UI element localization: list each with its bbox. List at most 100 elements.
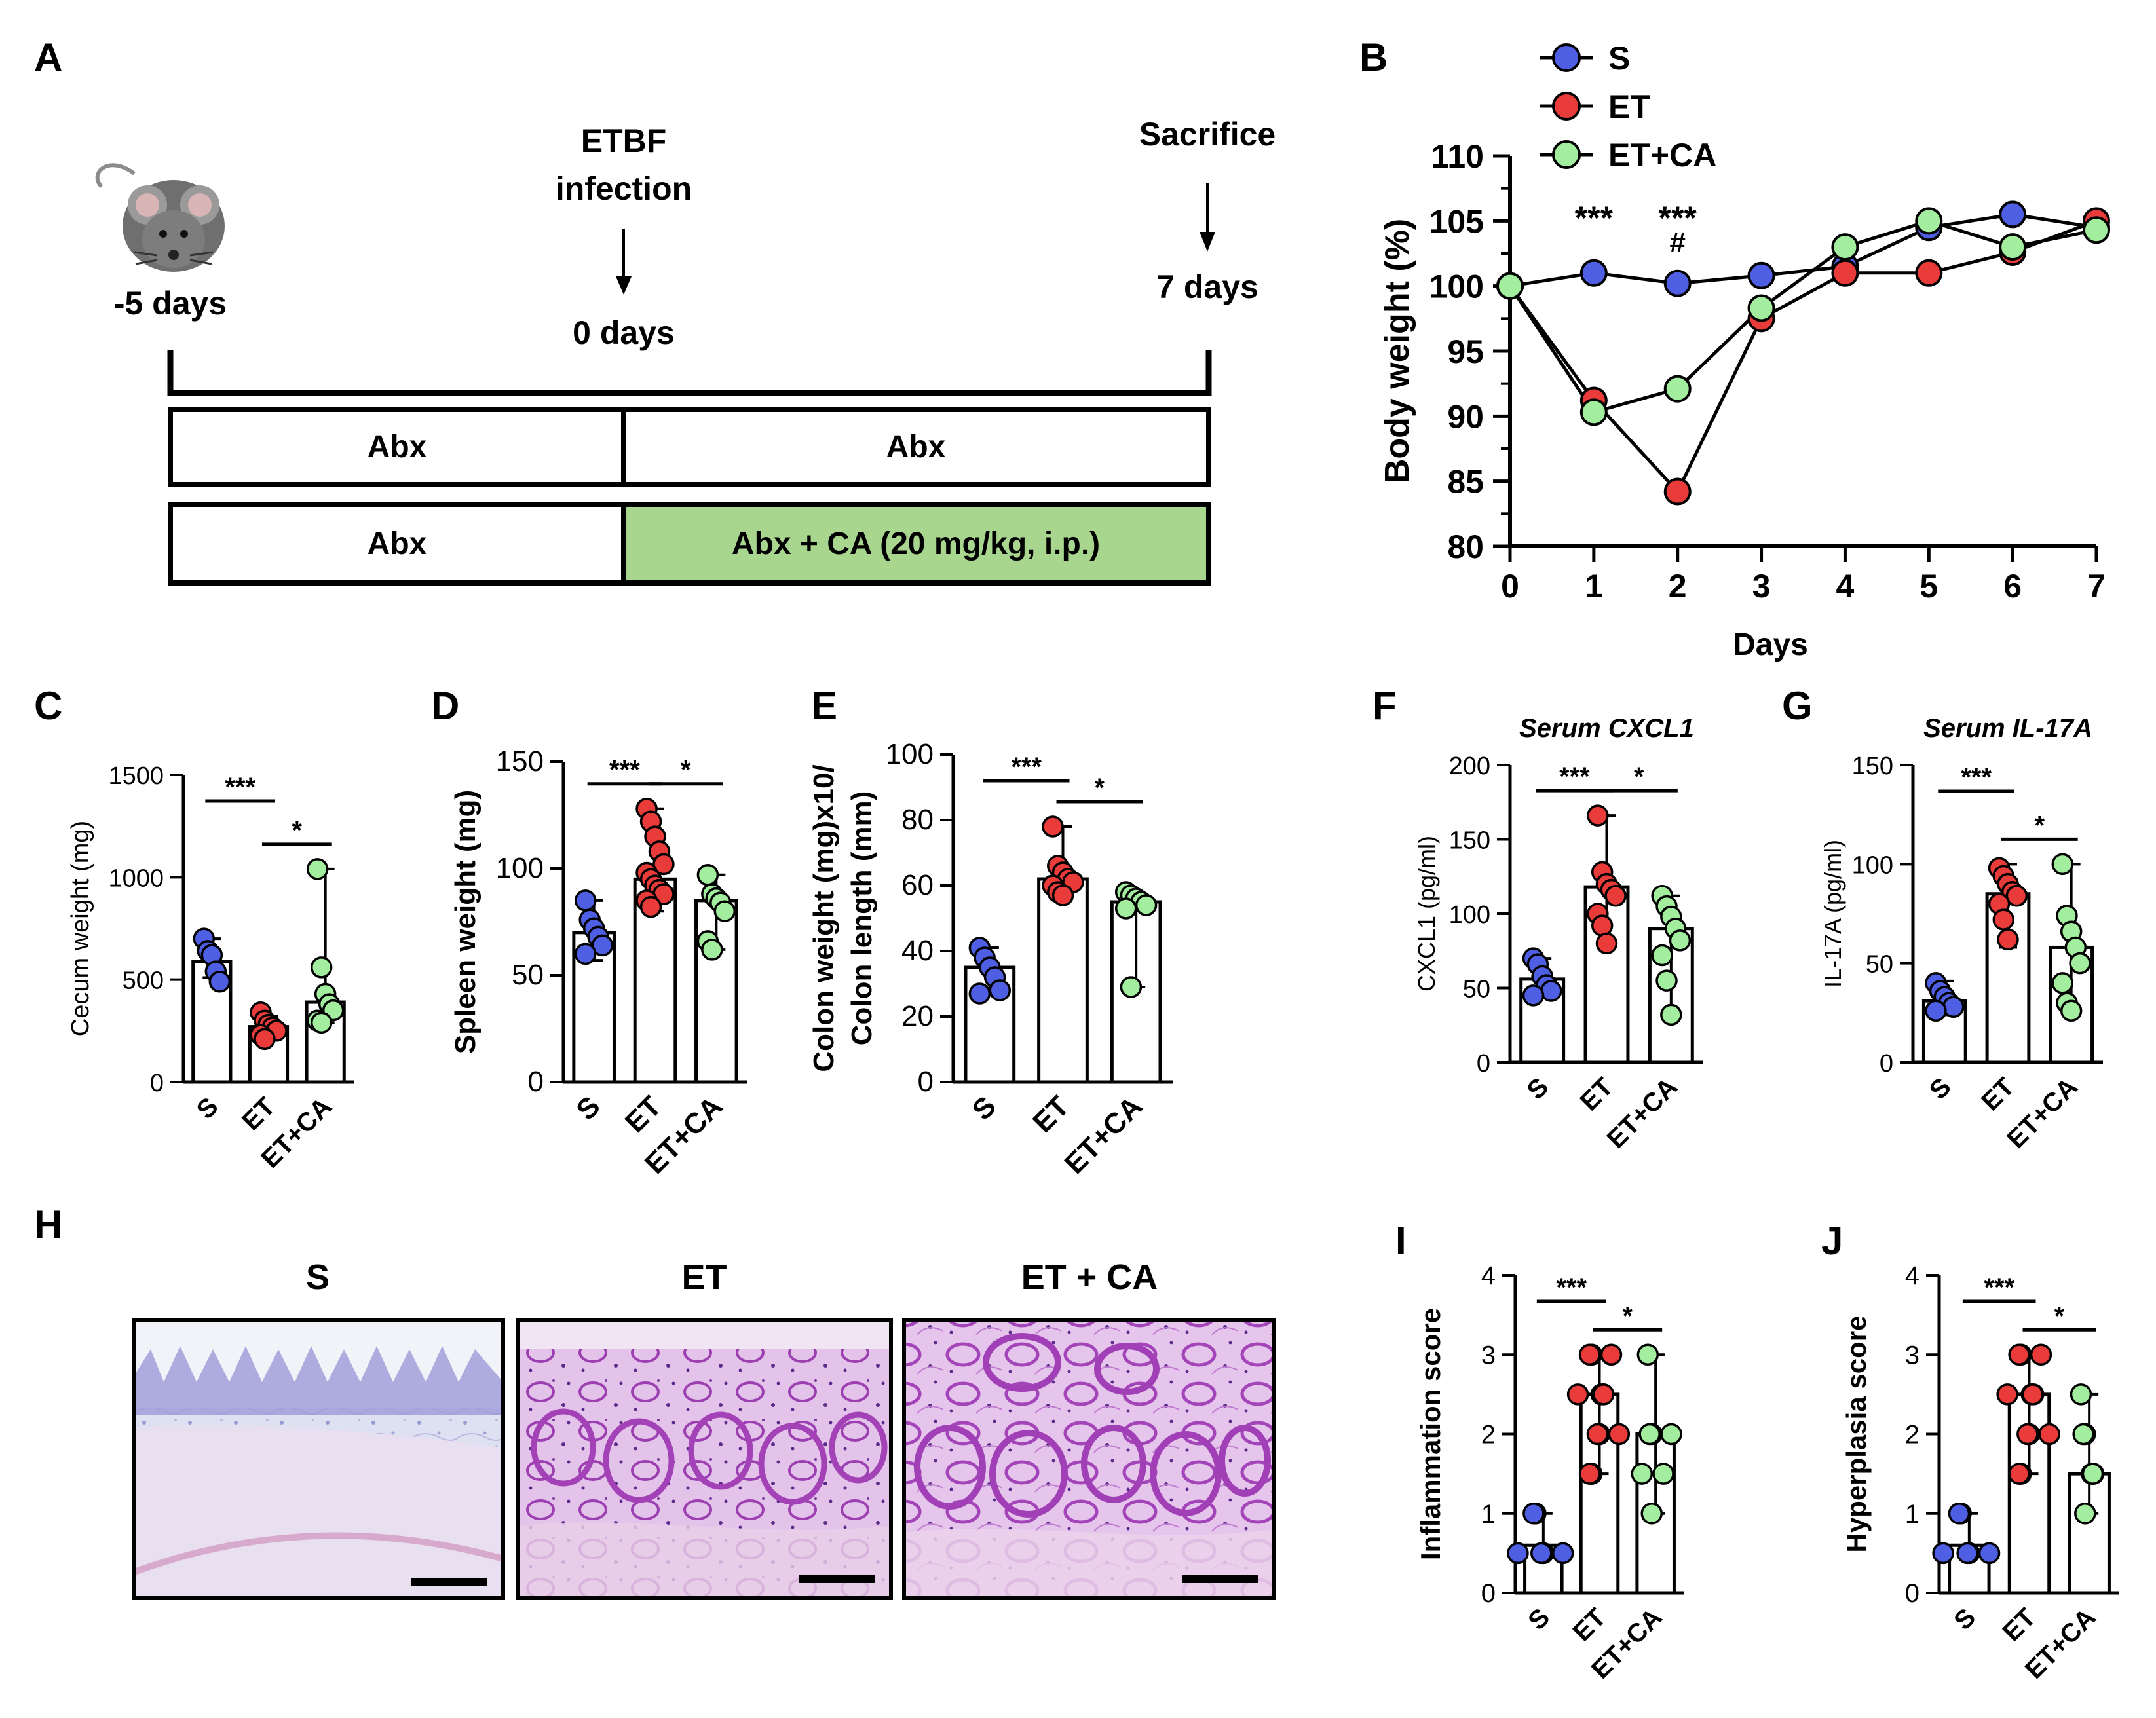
y-axis-title: Spleen weight (mg) (449, 790, 482, 1054)
data-point-s (208, 971, 231, 993)
significance-label: *** (225, 773, 255, 802)
data-point-et-ca (1747, 294, 1775, 322)
category-label: S (570, 1090, 606, 1126)
data-point-s (1999, 200, 2027, 229)
data-point-et (1042, 815, 1064, 838)
data-point-et-ca (1114, 897, 1137, 920)
panel-label-a: A (34, 35, 62, 79)
timeline-start-label: -5 days (114, 285, 227, 322)
data-point-s (1522, 1503, 1545, 1525)
legend-label: S (1608, 40, 1630, 77)
data-point-et-ca (1651, 944, 1673, 967)
x-tick-label: 1 (1585, 568, 1603, 605)
histology-etca-image (902, 1318, 1276, 1600)
legend-marker (1552, 92, 1581, 121)
data-point-et-ca (1660, 1423, 1682, 1446)
category-label: S (1522, 1603, 1555, 1635)
data-point-et (652, 853, 675, 876)
y-axis-title: Colon weight (mg)x10/ (808, 764, 840, 1072)
data-point-s (1956, 1542, 1978, 1565)
data-point-et (1566, 1383, 1589, 1406)
data-point-et-ca (2051, 853, 2074, 876)
y-tick-label: 80 (1447, 529, 1484, 565)
data-point-s (1663, 269, 1692, 297)
data-point-et-ca (2069, 952, 2091, 975)
data-point-et-ca (2074, 1503, 2096, 1525)
panel-h: S ET ET + CA (132, 1258, 1276, 1600)
bar-et (633, 877, 677, 1084)
y-tick-label: 100 (886, 738, 934, 770)
significance-label: *** (1984, 1273, 2014, 1302)
category-label: ET (1027, 1090, 1075, 1138)
data-point-et (254, 1028, 276, 1051)
chart-b-body-weight: 80 85 90 95 100 105 110 0 1 2 3 4 5 6 7 Days Body weight… (1378, 40, 2110, 662)
data-point-et-ca (1915, 207, 1943, 235)
y-tick-label: 4 (1481, 1261, 1496, 1290)
data-point-et-ca (2060, 999, 2083, 1022)
infection-day-label: 0 days (573, 314, 675, 351)
y-tick-label: 1500 (108, 762, 164, 790)
significance-label: *** (1011, 753, 1042, 781)
data-point-et (2022, 1383, 2044, 1406)
data-point-et-ca (696, 864, 719, 886)
data-point-s (1942, 996, 1965, 1018)
data-point-et-ca (1579, 398, 1608, 426)
category-label: S (1924, 1072, 1957, 1105)
category-label: S (1522, 1072, 1555, 1105)
y-tick-label: 0 (150, 1070, 164, 1097)
y-tick-label: 60 (901, 869, 934, 901)
data-point-et-ca (1660, 1003, 1682, 1026)
data-point-s (1948, 1503, 1971, 1525)
significance-label: * (2035, 811, 2045, 840)
data-point-et (1591, 914, 1614, 937)
y-tick-label: 85 (1447, 464, 1484, 500)
category-label: S (191, 1092, 224, 1125)
category-label: ET+CA (2001, 1072, 2083, 1154)
x-tick-label: 6 (2003, 568, 2022, 605)
y-axis-title: CXCL1 (pg/ml) (1413, 836, 1440, 992)
data-point-et-ca (1636, 1343, 1659, 1366)
legend-label: ET (1608, 88, 1650, 125)
data-point-et (1997, 928, 2019, 951)
panel-label-d: D (431, 684, 459, 728)
abx-label-2: Abx (886, 430, 946, 464)
data-point-et-ca (2072, 1423, 2094, 1446)
data-point-et-ca (2083, 216, 2110, 244)
data-point-et (2008, 1343, 2030, 1366)
data-point-et (1600, 1343, 1623, 1366)
series-line-et-ca (1508, 219, 2097, 415)
x-tick-label: 3 (1752, 568, 1771, 605)
data-point-et-ca (2070, 1383, 2092, 1406)
y-tick-label: 4 (1905, 1261, 1920, 1290)
y-tick-label: 3 (1905, 1341, 1920, 1370)
y-axis-title: IL-17A (pg/ml) (1819, 840, 1846, 988)
abx-ca-box (621, 502, 1211, 586)
scale-bar-et (799, 1575, 875, 1583)
sacrifice-day-label: 7 days (1156, 269, 1258, 305)
significance-label: * (2054, 1301, 2065, 1330)
data-point-s (1540, 980, 1562, 1002)
category-label: ET+CA (1602, 1072, 1684, 1154)
y-tick-label: 0 (918, 1066, 934, 1098)
x-tick-label: 4 (1836, 568, 1855, 605)
data-point-et (1578, 1343, 1601, 1366)
data-point-et-ca (1638, 1423, 1661, 1446)
chart-e-colon-ratio: 0 20 40 60 80 100 Colon weight (mg)x10/Colon l… (808, 738, 1173, 1180)
y-tick-label: 200 (1449, 753, 1490, 780)
data-point-s (1925, 999, 1947, 1022)
histology-title-et: ET (681, 1258, 727, 1297)
y-axis-title: Cecum weight (mg) (67, 821, 94, 1036)
category-label: ET (619, 1090, 668, 1138)
y-tick-label: 50 (1463, 976, 1490, 1003)
panel-label-h: H (34, 1203, 62, 1246)
y-tick-label: 80 (901, 804, 934, 836)
abx-box-3 (168, 502, 626, 586)
data-point-et-ca (1663, 375, 1692, 403)
abx-ca-label: Abx + CA (20 mg/kg, i.p.) (732, 527, 1100, 561)
y-tick-label: 1000 (108, 865, 164, 892)
category-label: ET (1976, 1072, 2020, 1116)
significance-label: * (292, 816, 303, 845)
y-tick-label: 100 (1852, 851, 1893, 879)
y-tick-label: 0 (528, 1066, 544, 1098)
